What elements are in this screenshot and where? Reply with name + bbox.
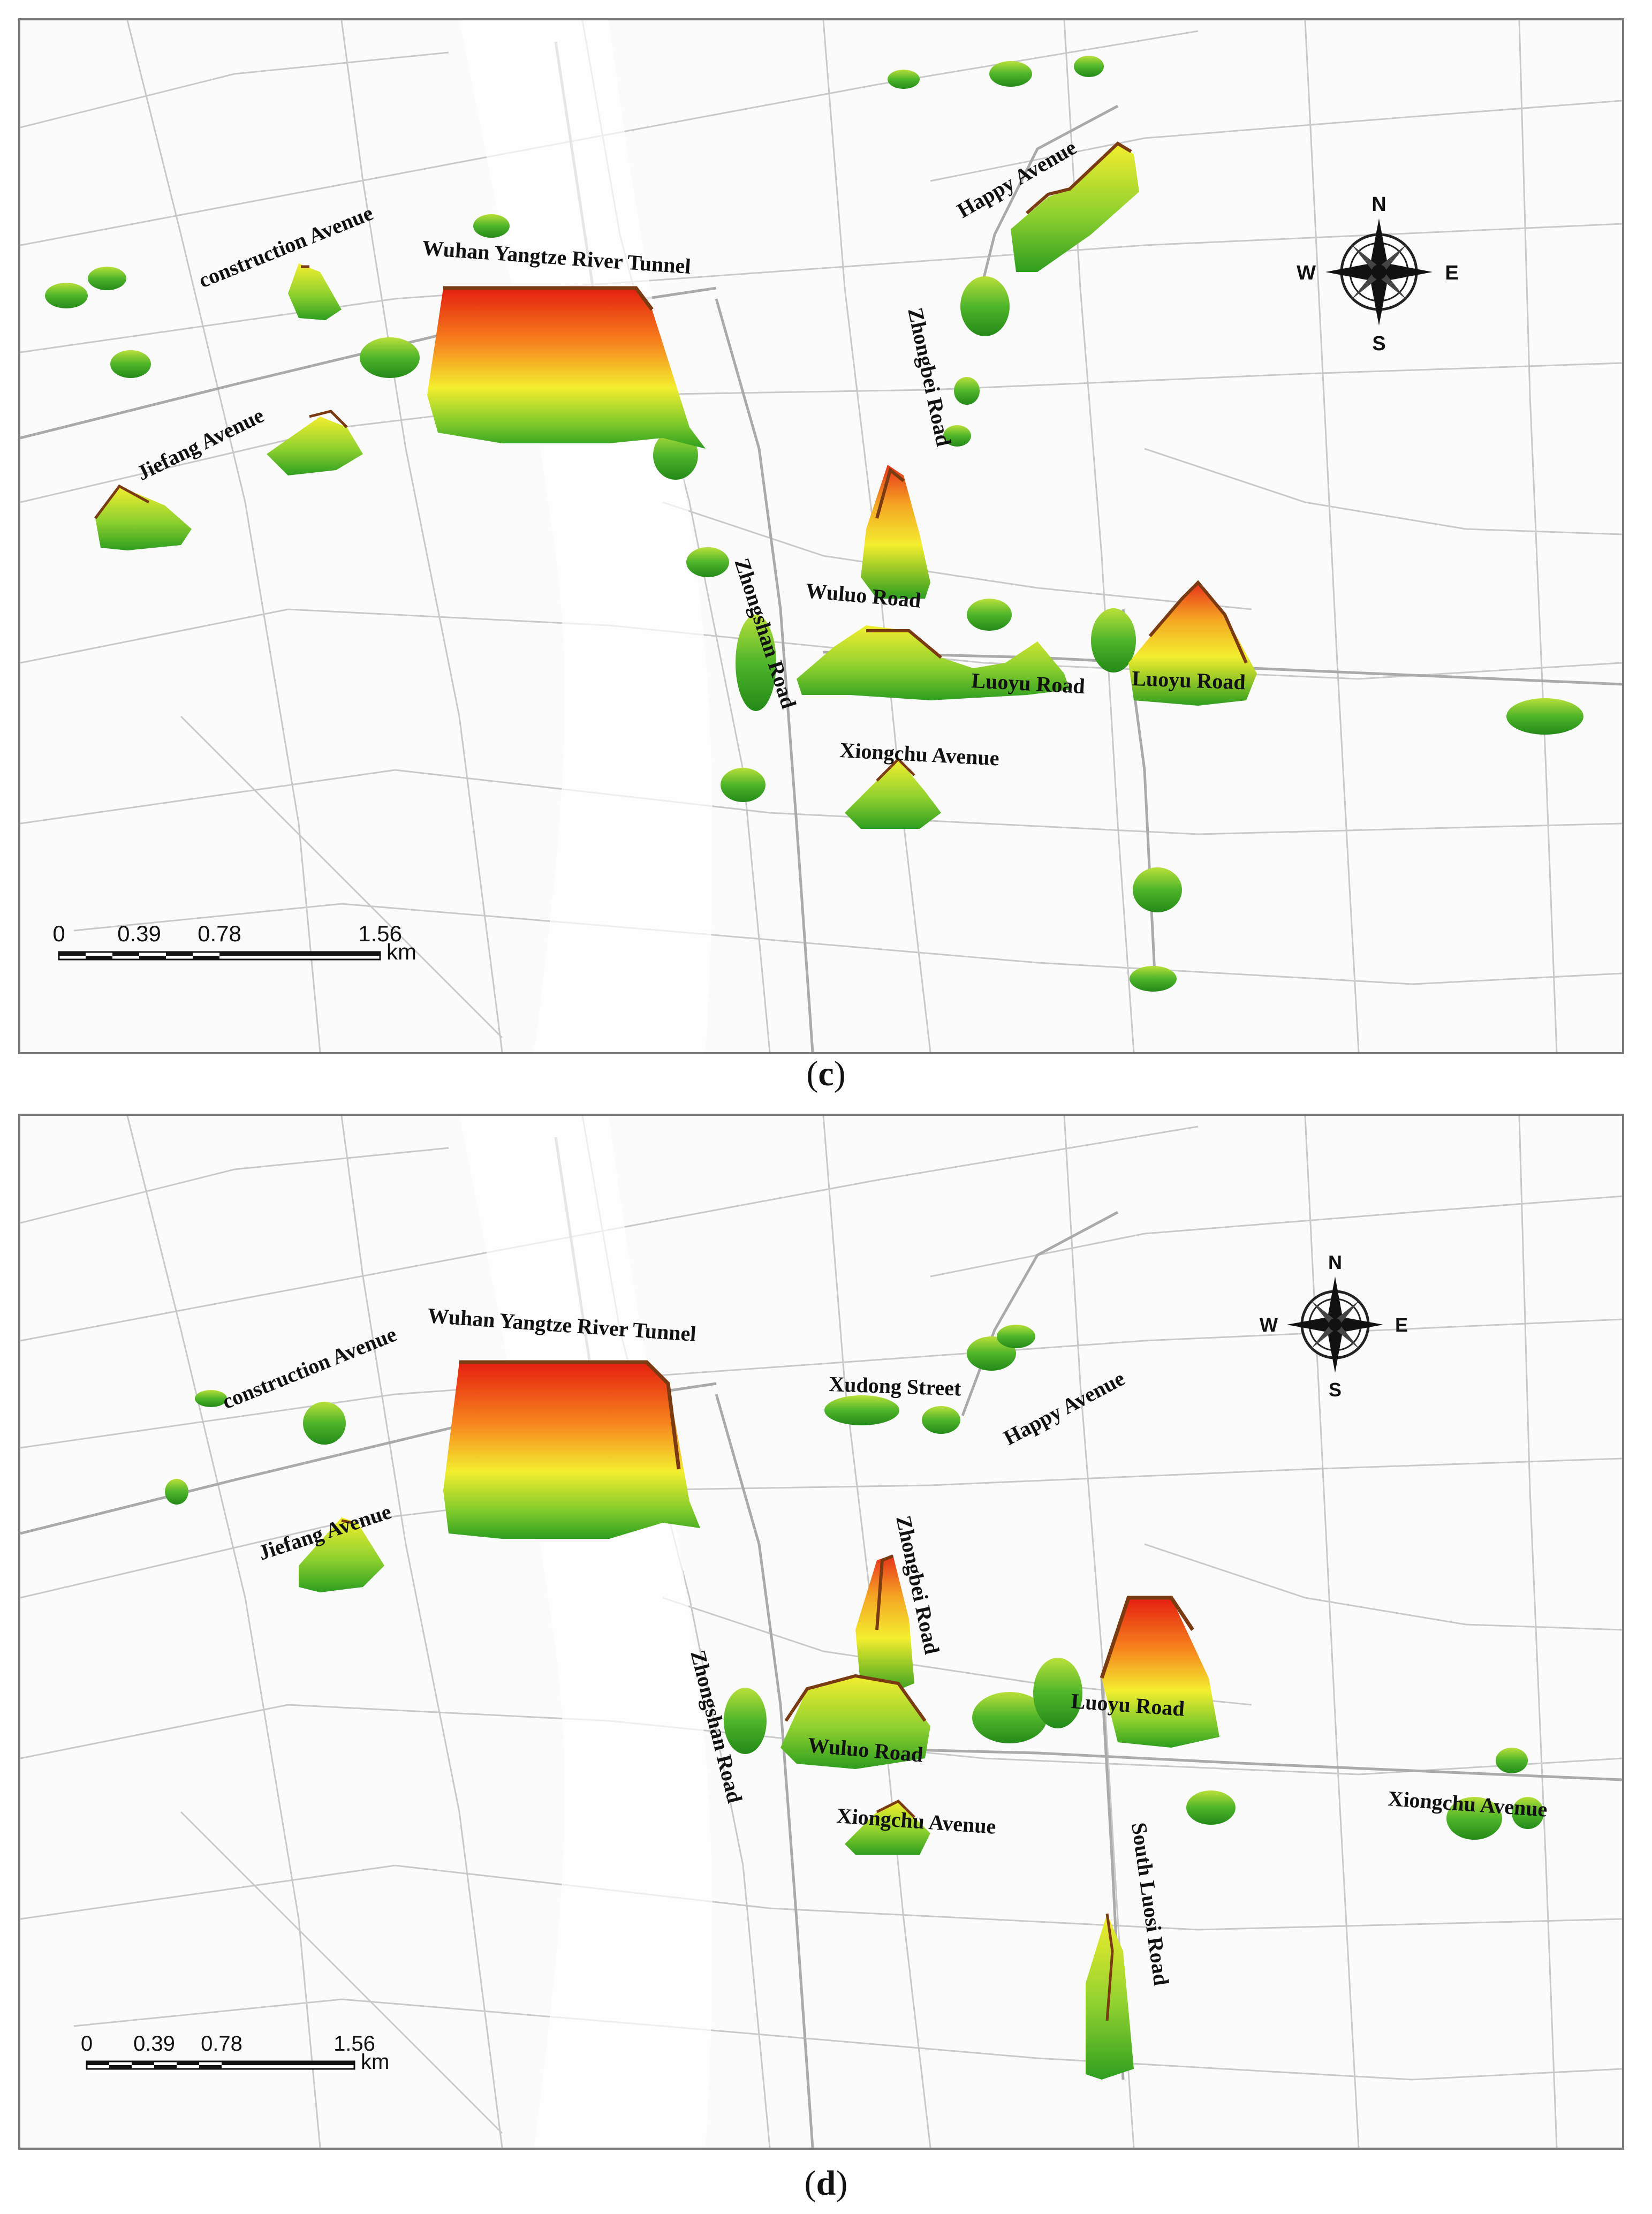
caption-d: (d) <box>804 2164 848 2203</box>
compass-s: S <box>1372 333 1385 355</box>
density-peak-xiongchu <box>845 759 941 829</box>
label-construction-avenue: construction Avenue <box>219 1322 400 1414</box>
density-blobs-low <box>165 1325 1544 1840</box>
major-roads <box>20 1137 1622 2148</box>
compass-e: E <box>1445 262 1458 284</box>
density-peak-jiefang-2 <box>95 486 192 550</box>
compass-w: W <box>1260 1314 1278 1336</box>
caption-letter-c: c <box>818 1054 834 1093</box>
scale-bar-d: 0 0.39 0.78 1.56 km <box>81 2032 389 2074</box>
label-xudong-street: Xudong Street <box>829 1372 962 1401</box>
label-construction-avenue: construction Avenue <box>195 201 377 293</box>
label-luoyu-road-2: Luoyu Road <box>1132 666 1246 694</box>
scale-unit: km <box>387 939 416 964</box>
scale-bar-c: 0 0.39 0.78 1.56 km <box>52 921 416 964</box>
density-peak-tunnel <box>427 288 706 449</box>
caption-c: (c) <box>806 1054 846 1093</box>
compass-n: N <box>1371 193 1386 216</box>
road-network <box>20 1116 1622 2148</box>
scale-unit: km <box>361 2050 389 2074</box>
density-peak-tunnel <box>443 1362 700 1539</box>
density-peak-wuluo <box>780 1676 930 1769</box>
density-peak-zhongbei <box>855 1555 914 1694</box>
density-peak-construction <box>288 263 342 320</box>
density-peak-luoyu-east <box>1128 583 1257 706</box>
map-canvas-d: construction Avenue Wuhan Yangtze River … <box>20 1116 1622 2148</box>
density-peak-luoyu <box>1102 1598 1219 1748</box>
scale-tick-2: 0.78 <box>198 921 241 946</box>
label-happy-avenue: Happy Avenue <box>999 1366 1128 1450</box>
map-panel-d: construction Avenue Wuhan Yangtze River … <box>18 1114 1624 2150</box>
compass-rose-d: N S W E <box>1260 1251 1408 1401</box>
label-south-luosi-road: South Luosi Road <box>1127 1821 1173 1987</box>
scale-tick-1: 0.39 <box>133 2032 175 2056</box>
scale-tick-1: 0.39 <box>117 921 161 946</box>
density-blobs-low <box>45 56 1583 992</box>
label-zhongbei-road: Zhongbei Road <box>903 306 956 449</box>
label-xiongchu-avenue: Xiongchu Avenue <box>839 738 1000 770</box>
river <box>459 20 713 1052</box>
caption-letter-d: d <box>816 2164 836 2203</box>
density-peak-wuluo-luoyu <box>797 625 1070 700</box>
compass-rose-c: N S W E <box>1297 193 1459 355</box>
river <box>459 1116 713 2148</box>
label-jiefang-avenue: Jiefang Avenue <box>133 403 268 485</box>
density-peak-happy <box>1011 143 1139 272</box>
density-surfaces-c <box>94 141 1257 829</box>
map-canvas-c: construction Avenue Wuhan Yangtze River … <box>20 20 1622 1052</box>
density-peak-jiefang <box>299 1517 384 1592</box>
scale-tick-0: 0 <box>52 921 65 946</box>
scale-tick-3: 1.56 <box>358 921 402 946</box>
compass-s: S <box>1329 1379 1342 1401</box>
map-panel-c: construction Avenue Wuhan Yangtze River … <box>18 18 1624 1054</box>
scale-tick-3: 1.56 <box>334 2032 375 2056</box>
compass-e: E <box>1395 1314 1408 1336</box>
density-peak-xiongchu <box>845 1801 930 1855</box>
road-network <box>20 20 1622 1052</box>
density-surfaces-d <box>299 1360 1219 2080</box>
scale-tick-0: 0 <box>81 2032 93 2056</box>
compass-w: W <box>1297 262 1316 284</box>
label-luoyu-road-1: Luoyu Road <box>971 668 1086 698</box>
density-peak-jiefang-1 <box>267 417 363 475</box>
compass-n: N <box>1328 1251 1342 1273</box>
density-peak-zhongbei <box>861 465 930 599</box>
scale-tick-2: 0.78 <box>201 2032 243 2056</box>
